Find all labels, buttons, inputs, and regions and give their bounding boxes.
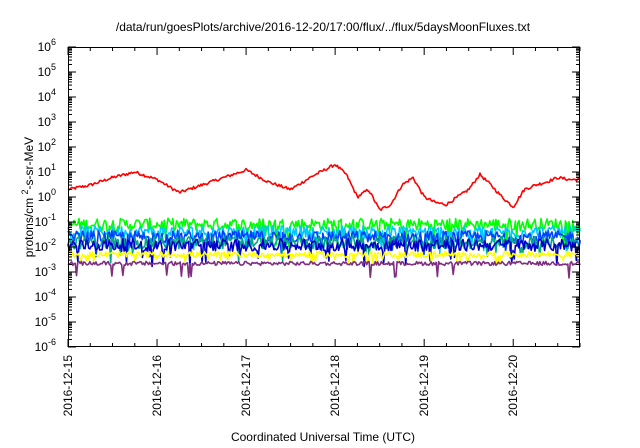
y-tick-label: 100 [38,187,56,204]
y-tick-exponent: -4 [48,287,56,297]
y-tick-exponent: 6 [51,37,56,47]
y-tick-label: 10-6 [35,337,56,354]
y-tick-label: 105 [38,62,56,79]
y-tick-label: 10-4 [35,287,56,304]
y-label-rest: -s-sr-MeV [22,137,36,190]
y-tick-exponent: -3 [48,262,56,272]
y-tick-label: 101 [38,162,56,179]
y-tick-exponent: 0 [51,187,56,197]
series-layer [67,164,581,279]
y-tick-label: 10-3 [35,262,56,279]
y-tick-exponent: 4 [51,87,56,97]
y-tick-label: 104 [38,87,56,104]
series-line [67,164,581,211]
y-tick-label: 10-2 [35,237,56,254]
series-line [67,217,581,248]
x-tick-label: 2016-12-16 [150,355,164,417]
y-tick-exponent: -1 [48,212,56,222]
y-tick-label: 10-5 [35,312,56,329]
x-tick-label: 2016-12-15 [61,355,75,417]
y-tick-exponent: 5 [51,62,56,72]
y-tick-exponent: 1 [51,162,56,172]
x-tick-label: 2016-12-20 [506,355,520,417]
x-tick-label: 2016-12-19 [417,355,431,417]
y-tick-label: 106 [38,37,56,54]
x-axis-label: Coordinated Universal Time (UTC) [231,430,415,444]
y-axis-label: protons/cm 2-s-sr-MeV [20,137,36,257]
series-line [67,250,581,265]
series-line [67,260,581,279]
series-line [67,238,581,268]
y-tick-label: 10-1 [35,212,56,229]
x-tick-label: 2016-12-17 [239,355,253,417]
y-tick-exponent: 2 [51,137,56,147]
y-tick-exponent: -2 [48,237,56,247]
chart-title: /data/run/goesPlots/archive/2016-12-20/1… [116,20,531,34]
y-tick-exponent: -6 [48,337,56,347]
y-tick-label: 102 [38,137,56,154]
y-tick-exponent: 3 [51,112,56,122]
y-tick-label: 103 [38,112,56,129]
x-tick-label: 2016-12-18 [328,355,342,417]
y-tick-exponent: -5 [48,312,56,322]
ticks-layer: 10-610-510-410-310-210-11001011021031041… [35,37,581,417]
y-label-superscript: 2 [20,189,30,194]
